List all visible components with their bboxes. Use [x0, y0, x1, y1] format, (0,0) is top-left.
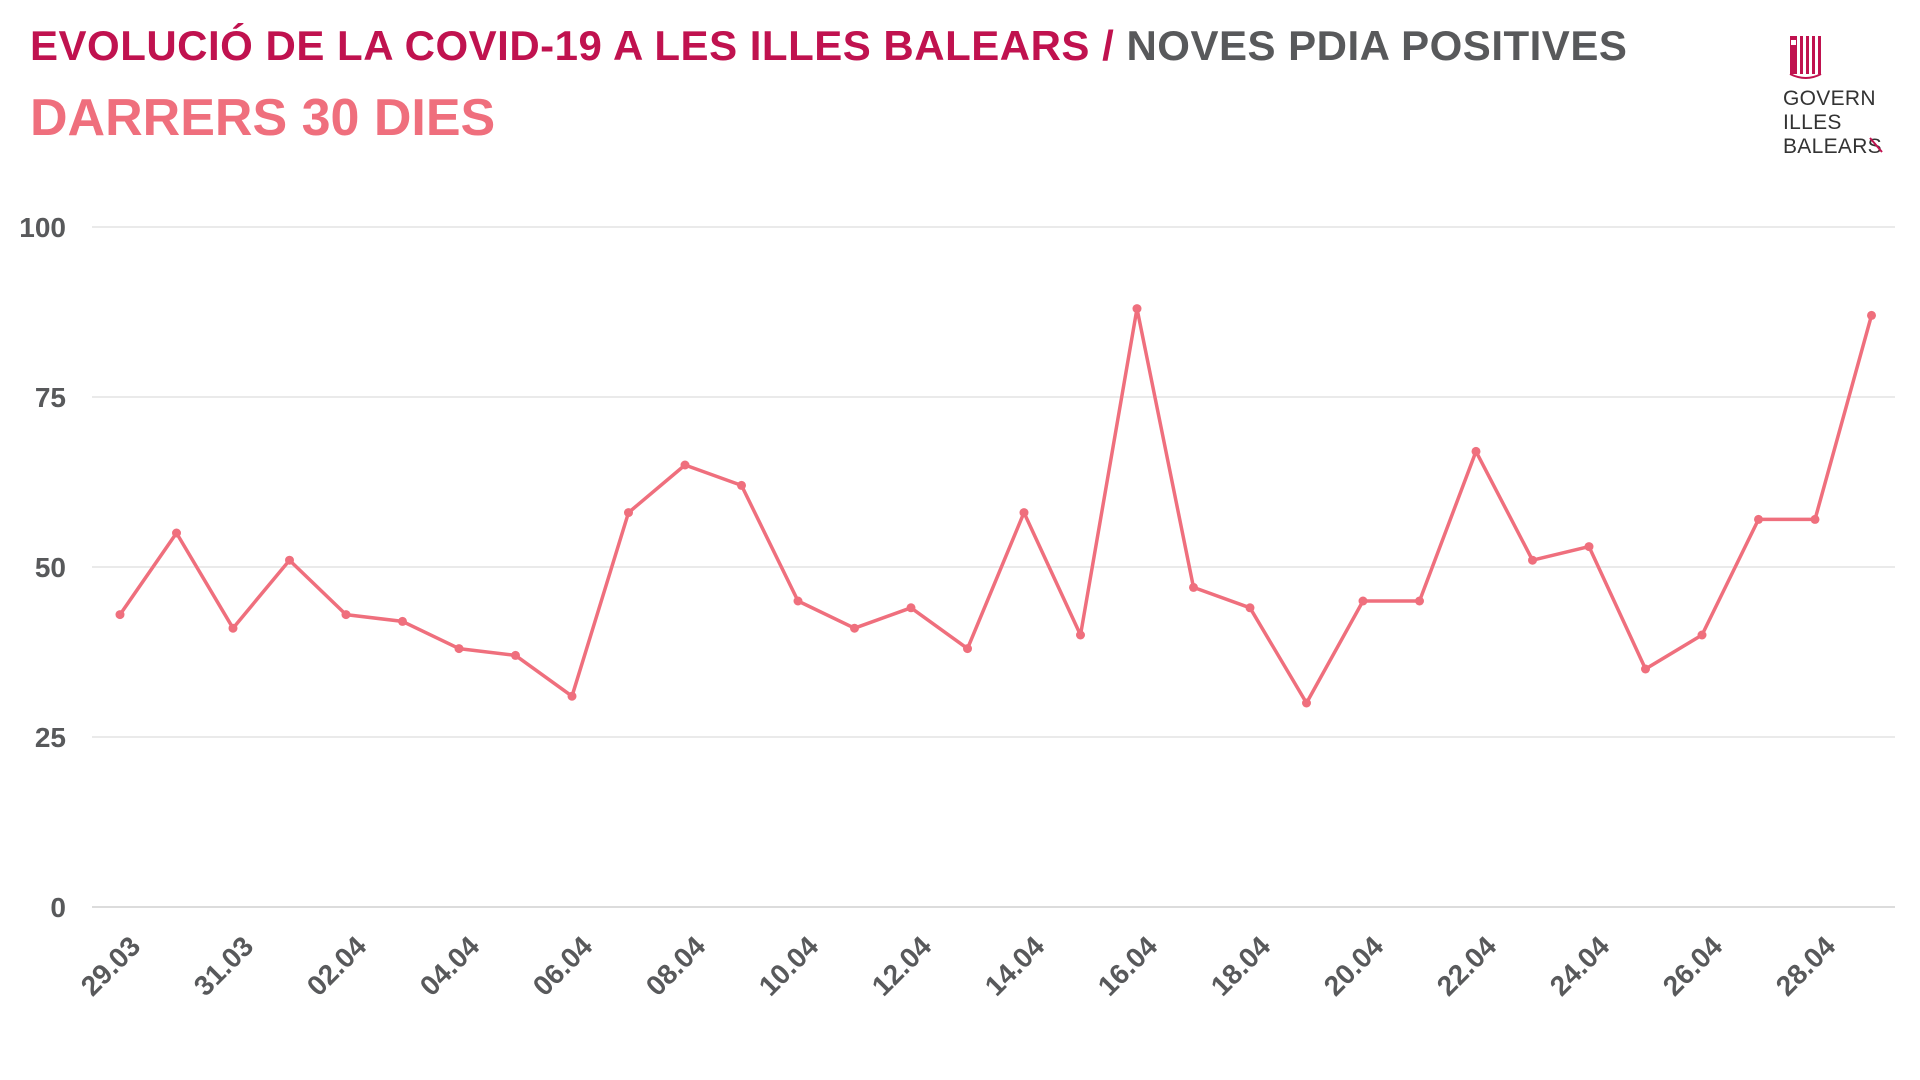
x-tick-label: 04.04: [414, 930, 486, 1002]
series-layer: [115, 304, 1876, 708]
data-point: [1754, 514, 1763, 524]
data-point: [963, 644, 972, 654]
data-point: [115, 610, 125, 620]
data-point: [172, 528, 181, 538]
data-point: [285, 555, 294, 565]
data-point: [1584, 542, 1594, 552]
x-tick-label: 26.04: [1657, 930, 1729, 1002]
data-point: [1810, 514, 1820, 524]
x-tick-label: 20.04: [1318, 930, 1390, 1002]
y-tick-label: 0: [50, 892, 66, 923]
data-point: [1019, 508, 1029, 518]
chart-title: EVOLUCIÓ DE LA COVID-19 A LES ILLES BALE…: [30, 22, 1627, 70]
data-point: [1302, 698, 1311, 708]
data-point: [1528, 555, 1537, 565]
data-point: [1189, 582, 1198, 592]
data-point: [1471, 446, 1481, 456]
data-point: [1697, 630, 1707, 640]
data-point: [398, 616, 407, 626]
x-tick-label: 02.04: [301, 930, 373, 1002]
x-tick-label: 22.04: [1431, 930, 1503, 1002]
y-tick-label: 50: [35, 552, 66, 583]
data-point: [793, 596, 803, 606]
x-tick-label: 24.04: [1544, 930, 1616, 1002]
chart-subtitle: DARRERS 30 DIES: [30, 89, 496, 147]
logo-line-3: BALEARS: [1783, 135, 1882, 158]
y-tick-label: 25: [35, 722, 66, 753]
data-point: [1641, 664, 1650, 674]
logo-text: GOVERN ILLES BALEARS: [1783, 87, 1882, 159]
x-tick-label: 08.04: [640, 930, 712, 1002]
data-point: [850, 623, 859, 633]
data-point: [1415, 596, 1424, 606]
data-point: [906, 603, 916, 613]
x-tick-label: 28.04: [1770, 930, 1842, 1002]
data-point: [1132, 304, 1142, 314]
x-axis-tick-labels: 29.03 31.03 02.04 04.04 06.04 08.04 10.04 12.04…: [75, 930, 1842, 1002]
chart-title-separator: /: [1102, 22, 1115, 69]
x-tick-label: 10.04: [753, 930, 825, 1002]
data-point: [1867, 310, 1876, 320]
chart-title-right: NOVES PDIA POSITIVES: [1126, 22, 1628, 69]
data-point: [567, 691, 577, 701]
balearic-flag-icon: [1789, 36, 1822, 79]
chart-title-main: EVOLUCIÓ DE LA COVID-19 A LES ILLES BALE…: [30, 22, 1090, 69]
x-tick-label: 06.04: [527, 930, 599, 1002]
x-tick-label: 31.03: [188, 930, 259, 1001]
data-point: [680, 460, 690, 470]
data-point: [454, 644, 464, 654]
x-tick-label: 14.04: [979, 930, 1051, 1002]
x-tick-label: 29.03: [75, 930, 146, 1001]
data-point: [228, 623, 238, 633]
logo-slash-icon: [1869, 137, 1883, 153]
data-point: [624, 508, 633, 518]
data-point: [1245, 603, 1255, 613]
logo-line-2: ILLES: [1783, 111, 1842, 134]
y-tick-label: 100: [19, 212, 66, 243]
logo-line-1: GOVERN: [1783, 87, 1876, 110]
y-tick-label: 75: [35, 382, 66, 413]
y-axis-tick-labels: 0 25 50 75 100: [19, 212, 66, 923]
data-point: [737, 480, 746, 490]
data-point: [511, 650, 520, 660]
series-line: [118, 306, 1874, 705]
data-point: [1076, 630, 1085, 640]
x-tick-label: 18.04: [1205, 930, 1277, 1002]
data-point: [1358, 596, 1368, 606]
x-tick-label: 16.04: [1092, 930, 1164, 1002]
x-tick-label: 12.04: [866, 930, 938, 1002]
govern-illes-balears-logo: GOVERN ILLES BALEARS: [1760, 32, 1890, 162]
data-point: [341, 610, 351, 620]
grid-lines: [92, 226, 1895, 908]
